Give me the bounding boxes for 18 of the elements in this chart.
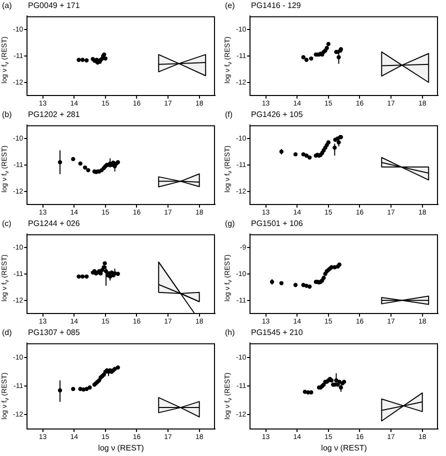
chart-title: PG0049 + 171 xyxy=(28,1,80,10)
chart-title: PG1501 + 106 xyxy=(251,219,303,228)
text: (c) xyxy=(1,218,12,229)
text: (h) xyxy=(224,327,236,338)
chart-title: PG1307 + 085 xyxy=(28,328,80,337)
text: (e) xyxy=(224,0,236,11)
chart-title: PG1545 + 210 xyxy=(251,328,303,337)
text: (a) xyxy=(1,0,13,11)
text: (f) xyxy=(224,109,234,120)
x-axis-title: log ν (REST) xyxy=(98,443,144,452)
text: (g) xyxy=(224,218,236,229)
text: (d) xyxy=(1,327,13,338)
x-axis-title: log ν (REST) xyxy=(321,443,368,452)
chart-title: PG1244 + 026 xyxy=(28,219,80,228)
chart-title: PG1426 + 105 xyxy=(251,110,303,119)
text: (b) xyxy=(1,109,13,120)
chart-title: PG1416 - 129 xyxy=(251,1,301,10)
chart-title: PG1202 + 281 xyxy=(28,110,80,119)
